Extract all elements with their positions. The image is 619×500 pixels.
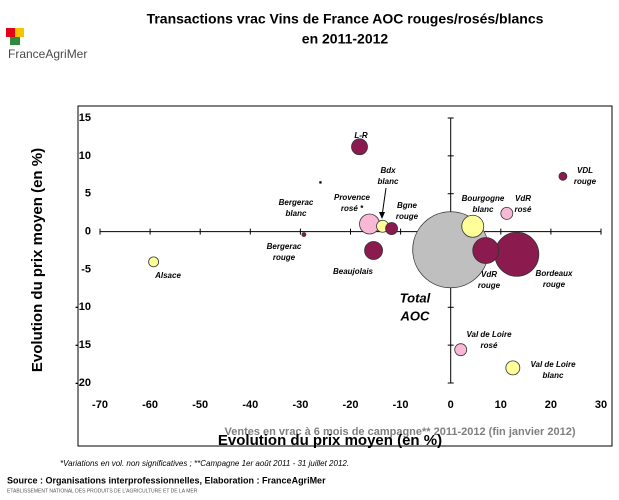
bubble: [494, 231, 540, 277]
y-tick-label: 0: [85, 225, 91, 237]
logo-text: FranceAgriMer: [8, 47, 87, 61]
bubble-label: blanc: [286, 209, 307, 218]
bubble: [385, 222, 398, 235]
bubble-label: rouge: [396, 212, 419, 221]
bubble-label: VdR: [515, 194, 531, 203]
bubble-label: Bgne: [397, 201, 418, 210]
y-tick-label: -10: [75, 301, 91, 313]
bubble: [454, 343, 468, 357]
annotation-arrow: [381, 187, 387, 217]
y-tick-label: -5: [81, 263, 91, 275]
x-tick-label: -70: [92, 399, 108, 411]
bubble-label: Total: [400, 290, 431, 305]
bubble-label: rouge: [273, 253, 296, 262]
bubble-label: blanc: [473, 205, 494, 214]
y-tick-label: 15: [79, 112, 91, 124]
y-axis-label: Evolution du prix moyen (en %): [29, 148, 46, 372]
bubble-label: Alsace: [154, 271, 181, 280]
bubble-label: rouge: [478, 281, 501, 290]
bubble-label: rosé: [515, 205, 532, 214]
x-tick-label: 0: [448, 399, 454, 411]
x-tick-label: 20: [545, 399, 557, 411]
bubble-label: AOC: [400, 308, 431, 323]
annotation-arrow-head: [379, 212, 385, 219]
logo-mark: [10, 37, 20, 45]
chart-title: en 2011-2012: [302, 31, 389, 47]
x-tick-label: 10: [495, 399, 507, 411]
bubble: [461, 214, 485, 238]
footnote: *Variations en vol. non significatives ;…: [60, 459, 349, 468]
bubble-label: rouge: [574, 177, 597, 186]
y-tick-label: -20: [75, 377, 91, 389]
x-tick-label: -20: [343, 399, 359, 411]
bubble-label: Bergerac: [267, 242, 302, 251]
x-tick-label: -30: [292, 399, 308, 411]
bubble-label: Bdx: [380, 166, 396, 175]
bubble-label: Beaujolais: [333, 267, 374, 276]
x-tick-label: 30: [595, 399, 607, 411]
source: Source : Organisations interprofessionne…: [7, 475, 326, 485]
bubble-label: Bergerac: [279, 198, 314, 207]
x-axis-label: Ventes en vrac à 6 mois de campagne** 20…: [225, 426, 576, 438]
logo-mark: [6, 28, 15, 37]
bubble: [472, 237, 500, 264]
bubble: [359, 213, 380, 235]
bubble: [500, 206, 514, 220]
bubble-label: Bourgogne: [462, 194, 505, 203]
bubble: [148, 256, 160, 268]
plot-frame: [77, 105, 613, 447]
x-tick-label: -40: [242, 399, 258, 411]
chart-title: Transactions vrac Vins de France AOC rou…: [147, 11, 544, 27]
bubble-label: rouge: [543, 280, 566, 289]
bubble: [351, 138, 368, 156]
x-tick-label: -50: [192, 399, 208, 411]
bubble: [301, 232, 307, 238]
bubble-label: rosé *: [341, 204, 364, 213]
bubble-label: Bordeaux: [536, 269, 573, 278]
bubble-label: rosé: [481, 341, 498, 350]
bubble: [558, 171, 568, 181]
bubble-label: L-R: [354, 131, 368, 140]
bubble-label: VdR: [481, 270, 497, 279]
bubble-label: Val de Loire: [466, 330, 512, 339]
logo-mark: [15, 28, 24, 37]
org: ETABLISSEMENT NATIONAL DES PRODUITS DE L…: [7, 488, 198, 494]
y-tick-label: -15: [75, 339, 91, 351]
bubble-label: blanc: [543, 371, 564, 380]
y-tick-label: 10: [79, 150, 91, 162]
bubble-label: blanc: [378, 177, 399, 186]
bubble-label: VDL: [577, 166, 593, 175]
bubble: [364, 241, 383, 260]
x-axis-title: Evolution du prix moyen (en %): [218, 432, 442, 449]
x-tick-label: -10: [393, 399, 409, 411]
bubble-label: Val de Loire: [530, 360, 576, 369]
bubble-label: Provence: [334, 193, 371, 202]
bubble: [319, 180, 322, 184]
bubble: [505, 360, 521, 376]
y-tick-label: 5: [85, 188, 91, 200]
x-tick-label: -60: [142, 399, 158, 411]
